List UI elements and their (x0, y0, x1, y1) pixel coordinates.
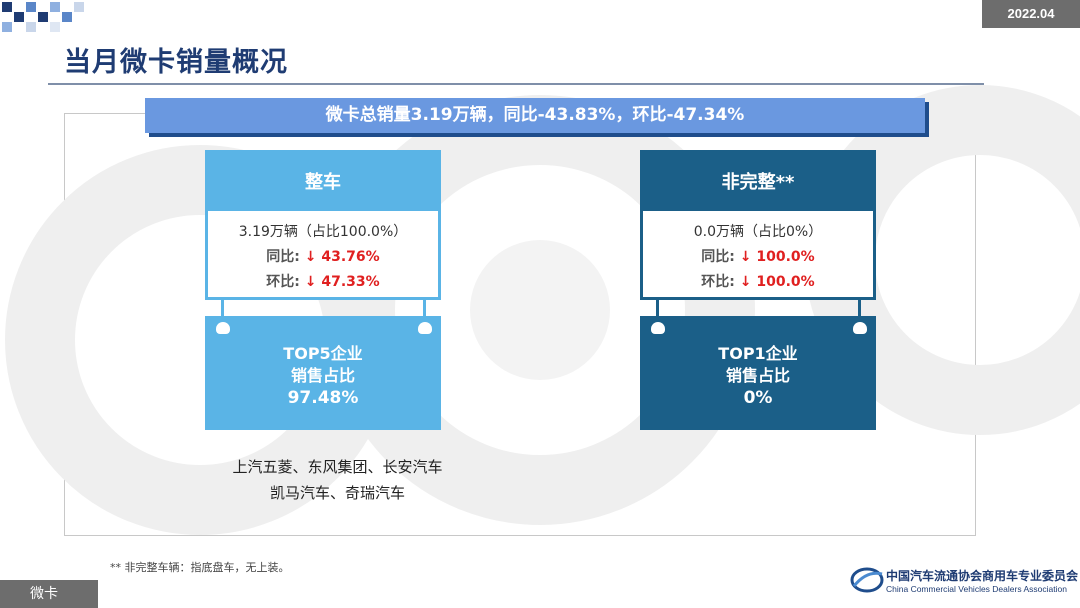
card-stats: 0.0万辆（占比0%） 同比: ↓ 100.0% 环比: ↓ 100.0% (640, 208, 876, 300)
yoy-stat: 同比: ↓ 43.76% (208, 246, 438, 266)
companies-line2: 凯马汽车、奇瑞汽车 (269, 484, 405, 502)
corner-checker-decoration (0, 0, 92, 34)
top-line2: 销售占比 (290, 366, 355, 385)
yoy-label: 同比: (701, 249, 735, 265)
connector-line (423, 300, 426, 322)
page-title: 当月微卡销量概况 (64, 47, 288, 78)
top-value: 0% (743, 388, 773, 408)
mom-label: 环比: (266, 274, 300, 290)
connector-knob (651, 322, 665, 334)
title-divider (48, 83, 984, 85)
mom-label: 环比: (701, 274, 735, 290)
yoy-label: 同比: (266, 249, 300, 265)
top-line2: 销售占比 (725, 366, 790, 385)
connector-knob (418, 322, 432, 334)
top-value: 97.48% (287, 388, 359, 408)
connector-knob (216, 322, 230, 334)
organization-name-en: China Commercial Vehicles Dealers Associ… (886, 584, 1067, 594)
top5-company-list: 上汽五菱、东风集团、长安汽车 凯马汽车、奇瑞汽车 (205, 454, 470, 506)
mom-stat: 环比: ↓ 100.0% (643, 271, 873, 291)
mom-value: ↓ 47.33% (304, 274, 380, 290)
connector-line (656, 300, 659, 322)
share-text: 3.19万辆（占比100.0%） (238, 224, 408, 240)
connector-line (858, 300, 861, 322)
footnote: ** 非完整车辆：指底盘车，无上装。 (110, 561, 290, 574)
summary-banner: 微卡总销量3.19万辆，同比-43.83%，环比-47.34% (145, 98, 925, 133)
top-line1: TOP5企业 (283, 344, 363, 363)
card-title: 非完整** (640, 150, 876, 208)
card-stats: 3.19万辆（占比100.0%） 同比: ↓ 43.76% 环比: ↓ 47.3… (205, 208, 441, 300)
yoy-value: ↓ 43.76% (304, 249, 380, 265)
connector-knob (853, 322, 867, 334)
incomplete-vehicle-card: 非完整** 0.0万辆（占比0%） 同比: ↓ 100.0% 环比: ↓ 100… (640, 150, 876, 300)
section-tag: 微卡 (0, 580, 98, 608)
mom-stat: 环比: ↓ 47.33% (208, 271, 438, 291)
top-line1: TOP1企业 (718, 344, 798, 363)
top1-share-box: TOP1企业 销售占比 0% (640, 316, 876, 430)
organization-name-cn: 中国汽车流通协会商用车专业委员会 (886, 569, 1079, 583)
companies-line1: 上汽五菱、东风集团、长安汽车 (232, 458, 443, 476)
association-logo-icon (850, 567, 884, 593)
card-title: 整车 (205, 150, 441, 208)
top5-share-box: TOP5企业 销售占比 97.48% (205, 316, 441, 430)
yoy-stat: 同比: ↓ 100.0% (643, 246, 873, 266)
date-badge: 2022.04 (982, 0, 1080, 28)
connector-line (221, 300, 224, 322)
whole-vehicle-card: 整车 3.19万辆（占比100.0%） 同比: ↓ 43.76% 环比: ↓ 4… (205, 150, 441, 300)
share-text: 0.0万辆（占比0%） (693, 224, 823, 240)
mom-value: ↓ 100.0% (739, 274, 815, 290)
yoy-value: ↓ 100.0% (739, 249, 815, 265)
